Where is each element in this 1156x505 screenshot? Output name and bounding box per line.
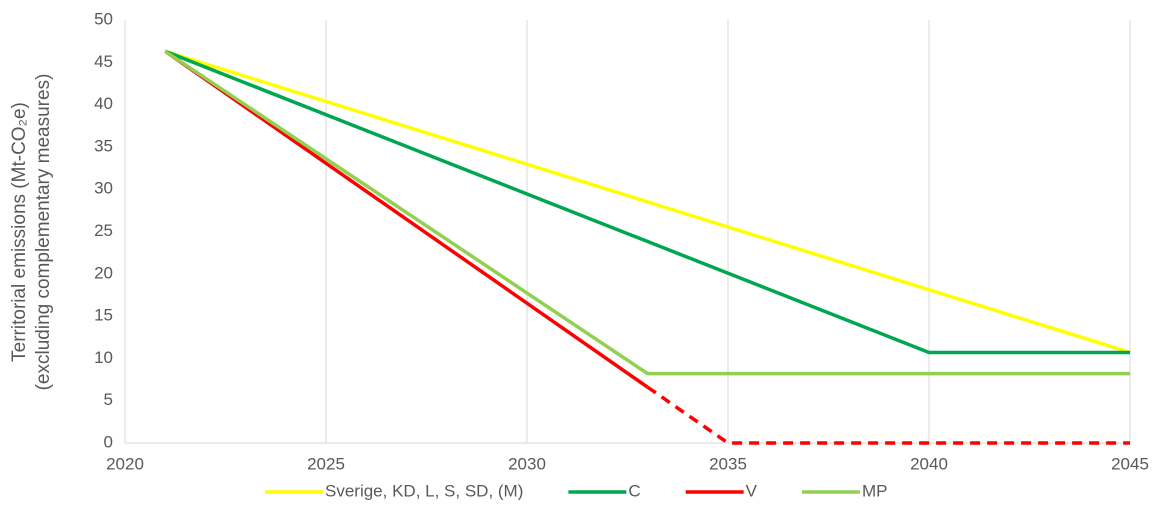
y-tick-label: 20 bbox=[94, 263, 113, 282]
y-tick-label: 5 bbox=[104, 390, 113, 409]
y-axis-title-line: (excluding complementary measures) bbox=[33, 74, 54, 391]
x-tick-label: 2040 bbox=[910, 454, 948, 473]
y-tick-label: 45 bbox=[94, 52, 113, 71]
y-tick-label: 15 bbox=[94, 306, 113, 325]
legend-label: MP bbox=[862, 481, 888, 500]
x-tick-label: 2045 bbox=[1111, 454, 1149, 473]
x-tick-label: 2025 bbox=[307, 454, 345, 473]
y-tick-label: 0 bbox=[104, 432, 113, 451]
legend-label: Sverige, KD, L, S, SD, (M) bbox=[325, 481, 523, 500]
series-line bbox=[164, 49, 1130, 376]
legend-label: C bbox=[628, 481, 640, 500]
y-tick-label: 40 bbox=[94, 94, 113, 113]
x-tick-label: 2030 bbox=[508, 454, 546, 473]
y-axis-title: Territorial emissions (Mt-CO₂e) (excludi… bbox=[9, 74, 54, 391]
x-tick-label: 2020 bbox=[106, 454, 144, 473]
y-tick-label: 25 bbox=[94, 221, 113, 240]
legend-label: V bbox=[746, 481, 758, 500]
y-tick-label: 35 bbox=[94, 136, 113, 155]
y-tick-label: 50 bbox=[94, 9, 113, 28]
y-axis-title-line: Territorial emissions (Mt-CO₂e) bbox=[9, 102, 30, 362]
y-tick-label: 30 bbox=[94, 179, 113, 198]
series-line bbox=[164, 49, 649, 389]
series-line bbox=[164, 49, 1131, 355]
x-tick-label: 2035 bbox=[709, 454, 747, 473]
series-line bbox=[646, 385, 1130, 445]
legend: Sverige, KD, L, S, SD, (M) C V MP bbox=[265, 481, 888, 500]
series-line bbox=[164, 49, 1130, 355]
y-tick-label: 10 bbox=[94, 348, 113, 367]
